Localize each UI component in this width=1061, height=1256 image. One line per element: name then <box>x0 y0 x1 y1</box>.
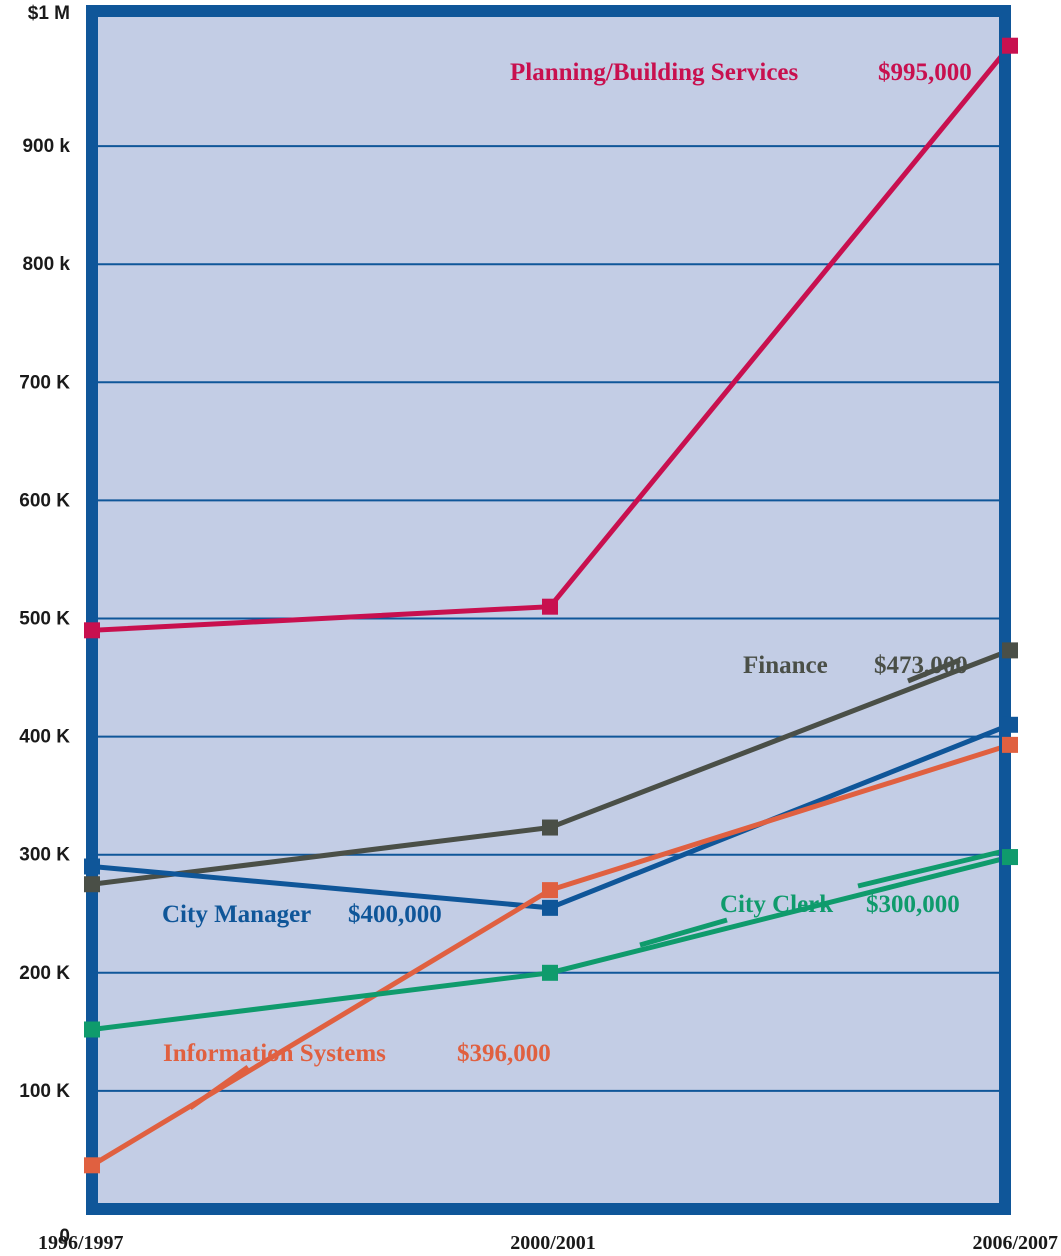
y-tick-label: 200 K <box>19 963 70 984</box>
series-name-label: City Manager <box>162 901 311 928</box>
label-leader-line <box>907 657 961 684</box>
series-labels: Planning/Building Services $995,000 Financ… <box>162 59 972 1067</box>
data-point <box>542 899 558 916</box>
data-point <box>1002 849 1018 866</box>
series-name-label: Information Systems <box>163 1040 386 1067</box>
series-amount-label: $473,000 <box>874 652 968 679</box>
data-point <box>542 819 558 836</box>
y-tick-label: 300 K <box>19 845 70 866</box>
series-amount-label: $300,000 <box>866 891 960 918</box>
series-name-label: Finance <box>743 652 828 679</box>
data-point <box>84 876 100 893</box>
y-tick-label: $1 M <box>28 3 70 24</box>
y-tick-label: 500 K <box>19 609 70 630</box>
y-axis-ticks: 0 100 K 200 K 300 K 400 K 500 K 600 K 700 K 800 … <box>19 3 70 1247</box>
label-leader-line <box>857 849 1001 889</box>
y-tick-label: 100 K <box>19 1081 70 1102</box>
label-leader-lines <box>188 657 1001 1111</box>
y-tick-label: 600 K <box>19 490 70 511</box>
y-tick-label: 400 K <box>19 727 70 748</box>
data-point <box>542 964 558 981</box>
data-point <box>1002 642 1018 659</box>
y-tick-label: 0 <box>59 1226 70 1247</box>
y-tick-label: 900 k <box>22 136 70 157</box>
x-tick-label: 2006/2007 <box>972 1232 1058 1254</box>
series-amount-label: $400,000 <box>348 901 442 928</box>
data-point <box>84 858 100 875</box>
x-tick-label: 1996/1997 <box>38 1232 124 1254</box>
data-point <box>542 598 558 615</box>
x-tick-label: 2000/2001 <box>510 1232 596 1254</box>
y-tick-label: 700 K <box>19 372 70 393</box>
data-point <box>1002 736 1018 753</box>
series-name-label: City Clerk <box>720 891 833 918</box>
label-leader-line <box>639 917 728 948</box>
plot-frame <box>86 5 1011 1215</box>
y-tick-label: 800 k <box>22 254 70 275</box>
series-amount-label: $995,000 <box>878 59 972 86</box>
data-point <box>1002 37 1018 54</box>
data-point <box>84 1157 100 1174</box>
series-markers <box>84 37 1018 1174</box>
data-point <box>1002 716 1018 733</box>
label-leader-line <box>188 1064 250 1111</box>
series-amount-label: $396,000 <box>457 1040 551 1067</box>
x-axis-ticks: 1996/1997 2000/2001 2006/2007 <box>38 1232 1058 1254</box>
data-point <box>84 1021 100 1038</box>
data-point <box>542 882 558 899</box>
data-point <box>84 622 100 639</box>
series-name-label: Planning/Building Services <box>510 59 799 86</box>
